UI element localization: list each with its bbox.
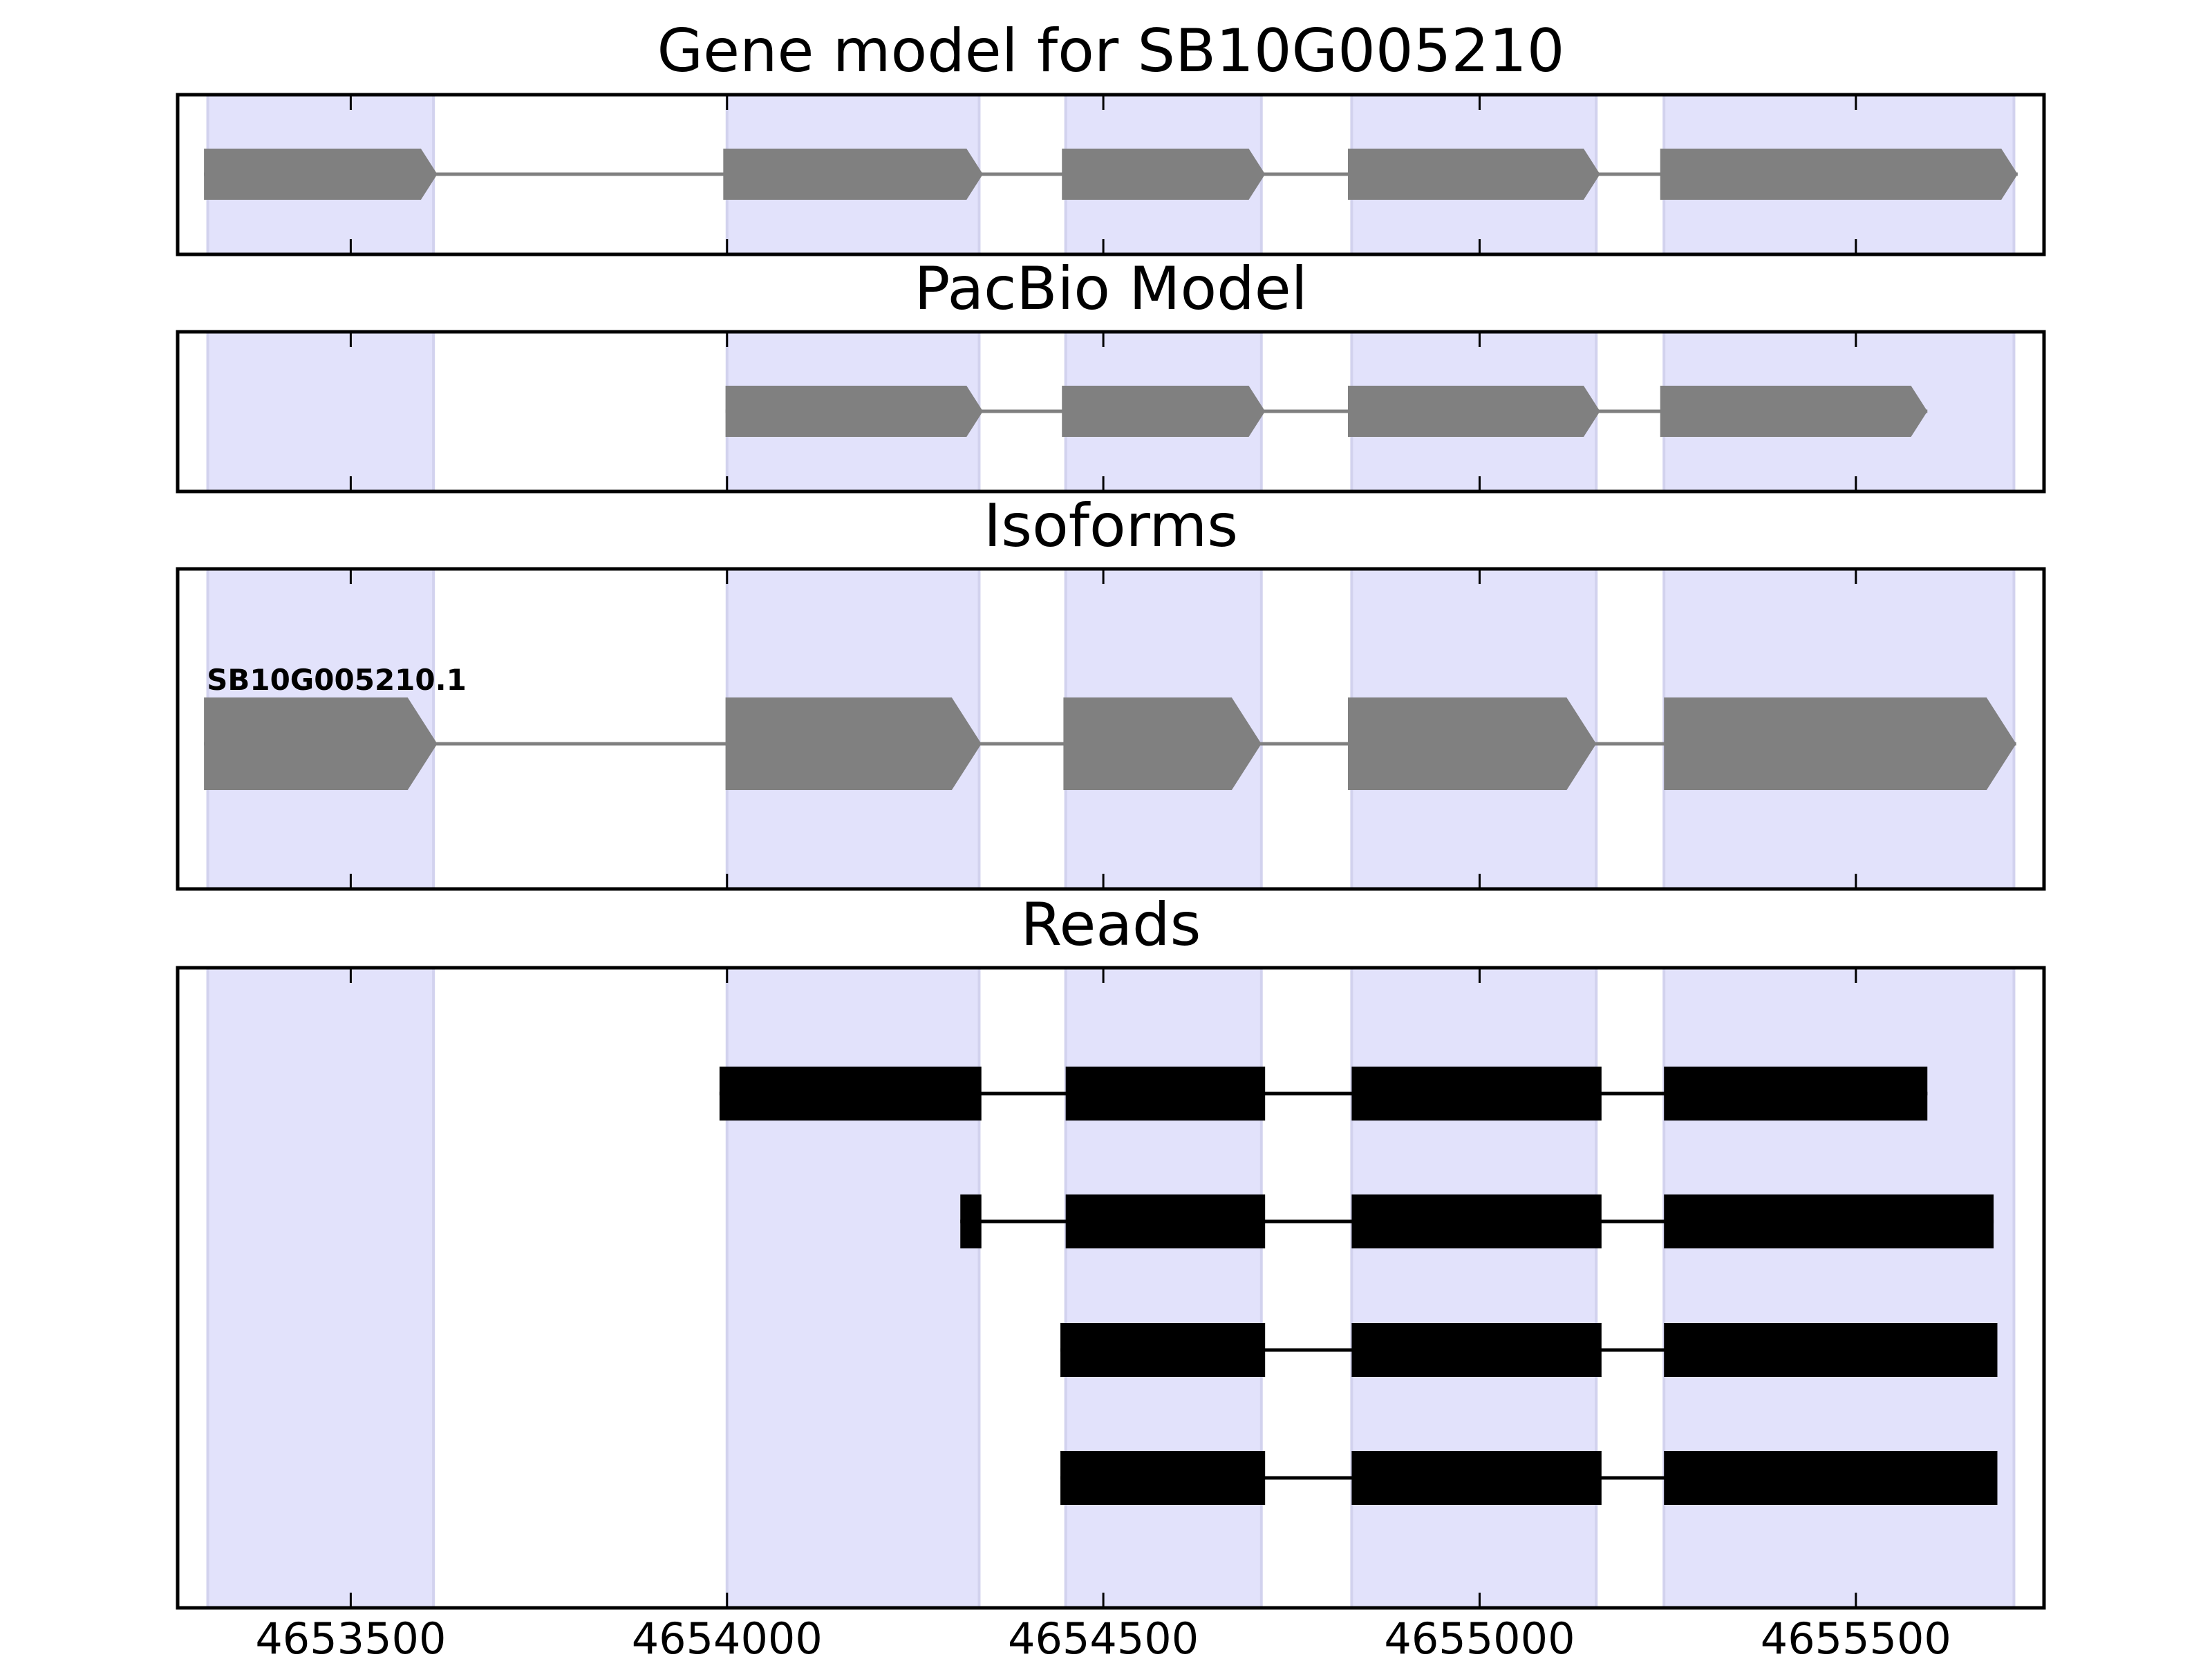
read-alignment — [960, 1194, 1994, 1248]
exon-block — [1065, 1067, 1266, 1121]
exon-block — [960, 1194, 982, 1248]
exon-block — [719, 1067, 982, 1121]
isoforms-title: Isoforms — [984, 491, 1238, 561]
exon-arrow — [1062, 149, 1266, 200]
exon-arrow — [723, 149, 983, 200]
exon-arrow — [725, 386, 983, 437]
reads-panel: Reads — [176, 890, 2046, 1610]
exon-block — [1065, 1194, 1266, 1248]
exon-arrow — [1347, 386, 1600, 437]
exon-block — [1351, 1451, 1602, 1505]
exon-block — [1664, 1067, 1928, 1121]
reads-frame — [176, 966, 2046, 1610]
exon-highlight-band — [206, 966, 435, 1609]
x-axis: 4653500 4654000 4654500 4655000 4655500 — [255, 1613, 1951, 1659]
exon-arrow — [725, 697, 982, 790]
exon-arrow — [1660, 386, 1928, 437]
isoforms-panel: Isoforms SB10G005210.1 — [176, 491, 2046, 891]
transcript-model — [725, 386, 1928, 437]
x-tick-label: 4655000 — [1384, 1613, 1575, 1659]
exon-arrow — [1062, 386, 1266, 437]
exon-block — [1664, 1194, 1994, 1248]
exon-arrow — [204, 697, 438, 790]
exon-block — [1664, 1451, 1998, 1505]
x-tick-label: 4655500 — [1761, 1613, 1951, 1659]
x-tick-label: 4653500 — [255, 1613, 446, 1659]
pacbio-model-frame — [176, 330, 2046, 494]
exon-block — [1351, 1194, 1602, 1248]
isoforms-frame — [176, 567, 2046, 891]
x-tick-label: 4654000 — [632, 1613, 823, 1659]
exon-arrow — [1347, 149, 1600, 200]
exon-arrow — [1660, 149, 2018, 200]
gene-model-title: Gene model for SB10G005210 — [657, 17, 1565, 86]
exon-block — [1351, 1067, 1602, 1121]
reads-title: Reads — [1021, 890, 1201, 959]
exon-block — [1351, 1323, 1602, 1377]
exon-highlight-band — [1350, 966, 1598, 1609]
exon-highlight-band — [206, 330, 435, 493]
exon-block — [1060, 1451, 1266, 1505]
exon-arrow — [1347, 697, 1597, 790]
pacbio-model-panel: PacBio Model — [176, 254, 2046, 494]
x-tick-label: 4654500 — [1008, 1613, 1199, 1659]
gene-model-frame — [176, 93, 2046, 256]
exon-block — [1664, 1323, 1998, 1377]
read-alignment — [719, 1067, 1928, 1121]
exon-highlight-band — [1662, 966, 2016, 1609]
isoform-label: SB10G005210.1 — [207, 663, 467, 697]
exon-highlight-band — [1064, 966, 1263, 1609]
exon-block — [1060, 1323, 1266, 1377]
read-alignment — [1060, 1323, 1998, 1377]
exon-highlight-band — [725, 966, 981, 1609]
exon-arrow — [1063, 697, 1262, 790]
pacbio-model-title: PacBio Model — [914, 254, 1307, 324]
transcript-model — [204, 149, 2018, 200]
exon-arrow — [1664, 697, 2016, 790]
transcript-model: SB10G005210.1 — [204, 663, 2016, 790]
gene-model-panel: Gene model for SB10G005210 — [176, 17, 2046, 256]
exon-arrow — [204, 149, 438, 200]
read-alignment — [1060, 1451, 1998, 1505]
